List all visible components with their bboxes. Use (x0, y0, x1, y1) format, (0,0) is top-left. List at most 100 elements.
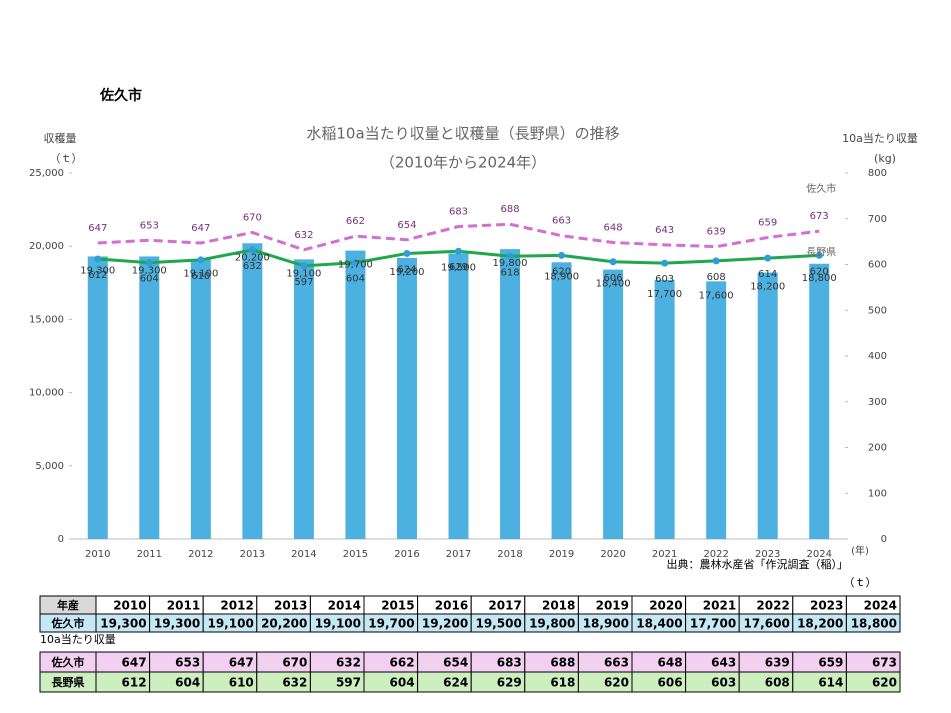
y2-tick-label: 0 (881, 534, 887, 545)
bar (448, 253, 469, 539)
table-value: 2017 (488, 599, 521, 613)
table-value: 2021 (703, 599, 736, 613)
data-label: 19,800 (493, 258, 528, 269)
data-label: 688 (500, 204, 519, 215)
x-axis-unit: (年) (851, 544, 869, 557)
data-label: 20,200 (235, 252, 270, 263)
table-value: 610 (229, 676, 254, 690)
table-value: 18,900 (583, 617, 629, 631)
data-label: 673 (810, 211, 829, 222)
table-value: 19,100 (207, 617, 253, 631)
table-value: 17,700 (690, 617, 736, 631)
data-label: 19,100 (183, 268, 218, 279)
data-label: 662 (346, 216, 365, 227)
table-value: 20,200 (261, 617, 307, 631)
x-tick-label: 2013 (240, 549, 265, 560)
data-label: 643 (655, 225, 674, 236)
source: 出典：農林水産省「作況調査（稲）」 (667, 557, 849, 571)
bar (139, 256, 160, 539)
table-value: 632 (282, 676, 307, 690)
chart-title: 水稲10a当たり収量と収穫量（長野県）の推移 (306, 125, 619, 143)
x-tick-label: 2020 (600, 549, 625, 560)
x-tick-label: 2023 (755, 549, 780, 560)
bar (500, 249, 521, 540)
data-label: 683 (449, 207, 468, 218)
table-row-label: 佐久市 (51, 655, 85, 669)
table-value: 606 (658, 676, 683, 690)
table-value: 2019 (596, 599, 629, 613)
data-label: 618 (500, 267, 519, 278)
series-label: 佐久市 (806, 182, 836, 195)
table-value: 2024 (864, 599, 897, 613)
table-value: 688 (550, 656, 575, 670)
table-value: 19,800 (529, 617, 575, 631)
table-value: 662 (390, 656, 415, 670)
table-value: 620 (604, 676, 629, 690)
table-value: 19,300 (100, 617, 146, 631)
marker (300, 262, 308, 270)
bar (809, 263, 830, 539)
y-tick-label: 0 (58, 534, 64, 545)
data-label: 632 (243, 261, 262, 272)
table-value: 654 (443, 656, 468, 670)
y-tick-label: 25,000 (29, 168, 64, 179)
table-value: 659 (818, 656, 843, 670)
data-label: 620 (810, 266, 829, 277)
bar (603, 269, 624, 539)
data-label: 18,800 (802, 273, 837, 284)
bar (654, 279, 675, 539)
table-value: 647 (229, 656, 254, 670)
x-tick-label: 2011 (137, 549, 162, 560)
marker (94, 255, 102, 263)
bar (87, 256, 108, 539)
marker (764, 254, 772, 262)
data-label: 17,600 (699, 290, 734, 301)
data-label: 608 (707, 272, 726, 283)
data-label: 18,200 (750, 282, 785, 293)
table-value: 604 (390, 676, 415, 690)
data-label: 629 (449, 262, 468, 273)
y-tick-label: 10,000 (29, 388, 64, 399)
bar (345, 250, 366, 540)
data-label: 647 (88, 223, 107, 234)
data-label: 19,100 (286, 268, 321, 279)
table-value: 597 (336, 676, 361, 690)
data-label: 659 (758, 218, 777, 229)
heading: 佐久市 (99, 87, 142, 104)
data-label: 19,200 (389, 267, 424, 278)
data-label: 624 (397, 265, 416, 276)
marker (609, 258, 617, 266)
table-value: 603 (711, 676, 736, 690)
y-tick-label: 20,000 (29, 241, 64, 252)
table-value: 632 (336, 656, 361, 670)
data-label: 603 (655, 274, 674, 285)
table-value: 18,400 (636, 617, 682, 631)
y2-axis-label: 10a当たり収量 (842, 131, 918, 145)
table-cell (845, 671, 901, 693)
table-value: 618 (550, 676, 575, 690)
data-label: 18,400 (596, 279, 631, 290)
y2-tick-label: 700 (868, 214, 887, 225)
table-value: 19,300 (154, 617, 200, 631)
marker (558, 251, 566, 259)
table-value: 2020 (649, 599, 682, 613)
x-tick-label: 2021 (652, 549, 677, 560)
data-label: 654 (397, 220, 416, 231)
x-tick-label: 2018 (497, 549, 522, 560)
x-tick-label: 2015 (343, 549, 368, 560)
yield-caption: 10a当たり収量 (40, 632, 116, 646)
data-label: 612 (88, 270, 107, 281)
data-label: 653 (140, 220, 159, 231)
data-label: 19,700 (338, 260, 373, 271)
marker (455, 247, 462, 255)
table-value: 19,200 (422, 617, 468, 631)
y2-tick-label: 400 (868, 351, 887, 362)
series-label: 長野県 (806, 246, 836, 258)
table-value: 2015 (381, 599, 414, 613)
marker (661, 259, 669, 267)
bar (293, 259, 314, 539)
data-label: 670 (243, 212, 262, 223)
chart-subtitle: （2010年から2024年） (380, 154, 546, 172)
marker (145, 259, 153, 267)
